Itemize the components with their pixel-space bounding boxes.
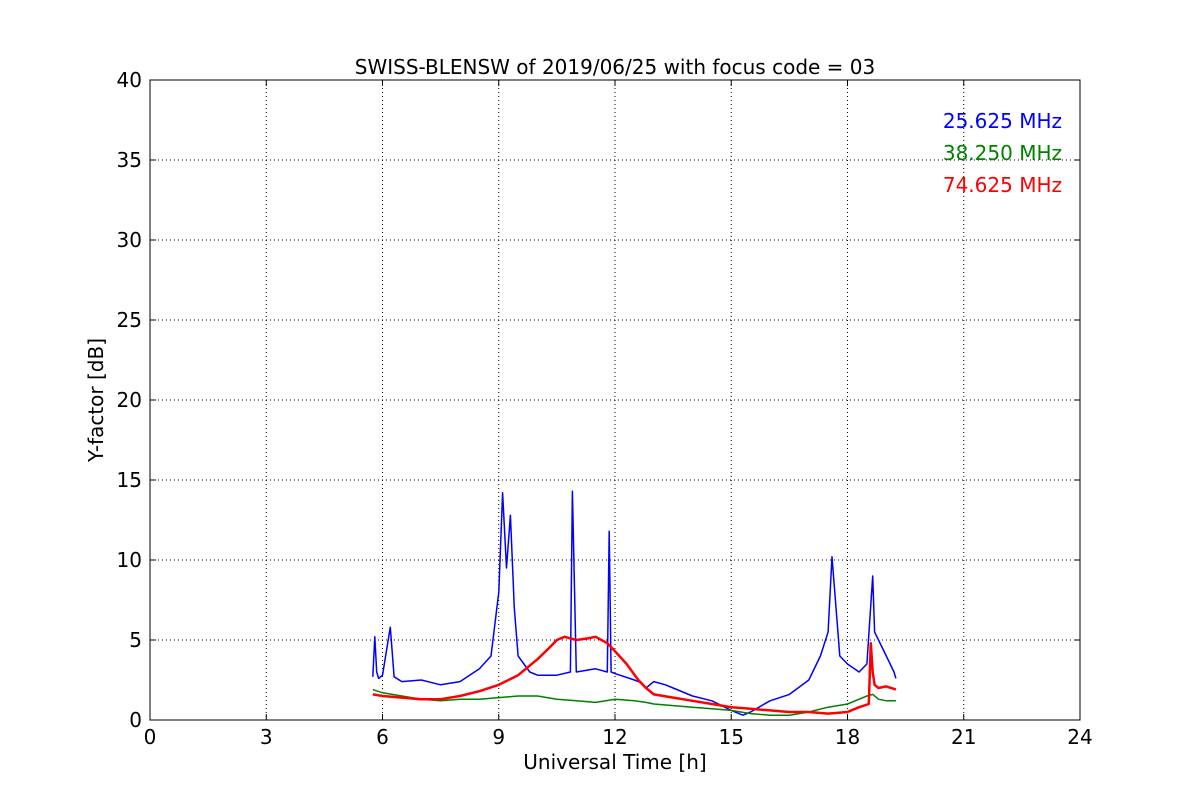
x-tick-label: 0 bbox=[144, 725, 157, 749]
x-tick-label: 3 bbox=[260, 725, 273, 749]
legend-entry: 38.250 MHz bbox=[943, 141, 1062, 165]
x-tick-label: 21 bbox=[951, 725, 976, 749]
series-line-74-625-mhz bbox=[372, 635, 897, 715]
x-tick-label: 24 bbox=[1067, 725, 1092, 749]
x-axis-label: Universal Time [h] bbox=[523, 750, 706, 774]
axis-ticks: 0 3 6 9 12 15 18 21 24 0 5 10 15 20 25 30 35 40 bbox=[117, 68, 1093, 749]
series-line-25-625-mhz bbox=[372, 490, 897, 716]
y-tick-label: 40 bbox=[117, 68, 142, 92]
y-tick-label: 5 bbox=[129, 628, 142, 652]
x-tick-label: 6 bbox=[376, 725, 389, 749]
legend-entry: 25.625 MHz bbox=[943, 109, 1062, 133]
grid bbox=[150, 80, 1080, 720]
y-tick-label: 15 bbox=[117, 468, 142, 492]
y-tick-label: 25 bbox=[117, 308, 142, 332]
y-tick-label: 30 bbox=[117, 228, 142, 252]
y-tick-label: 20 bbox=[117, 388, 142, 412]
plot-lines bbox=[372, 490, 897, 716]
y-tick-label: 0 bbox=[129, 708, 142, 732]
legend-entry: 74.625 MHz bbox=[943, 173, 1062, 197]
series-line-38-250-mhz bbox=[372, 688, 896, 716]
x-tick-label: 18 bbox=[835, 725, 860, 749]
x-tick-label: 9 bbox=[492, 725, 505, 749]
chart-title: SWISS-BLENSW of 2019/06/25 with focus co… bbox=[355, 55, 876, 79]
x-tick-label: 15 bbox=[719, 725, 744, 749]
y-tick-label: 35 bbox=[117, 148, 142, 172]
legend: 25.625 MHz 38.250 MHz 74.625 MHz bbox=[943, 109, 1062, 197]
y-tick-label: 10 bbox=[117, 548, 142, 572]
x-tick-label: 12 bbox=[602, 725, 627, 749]
y-axis-label: Y-factor [dB] bbox=[84, 338, 108, 463]
